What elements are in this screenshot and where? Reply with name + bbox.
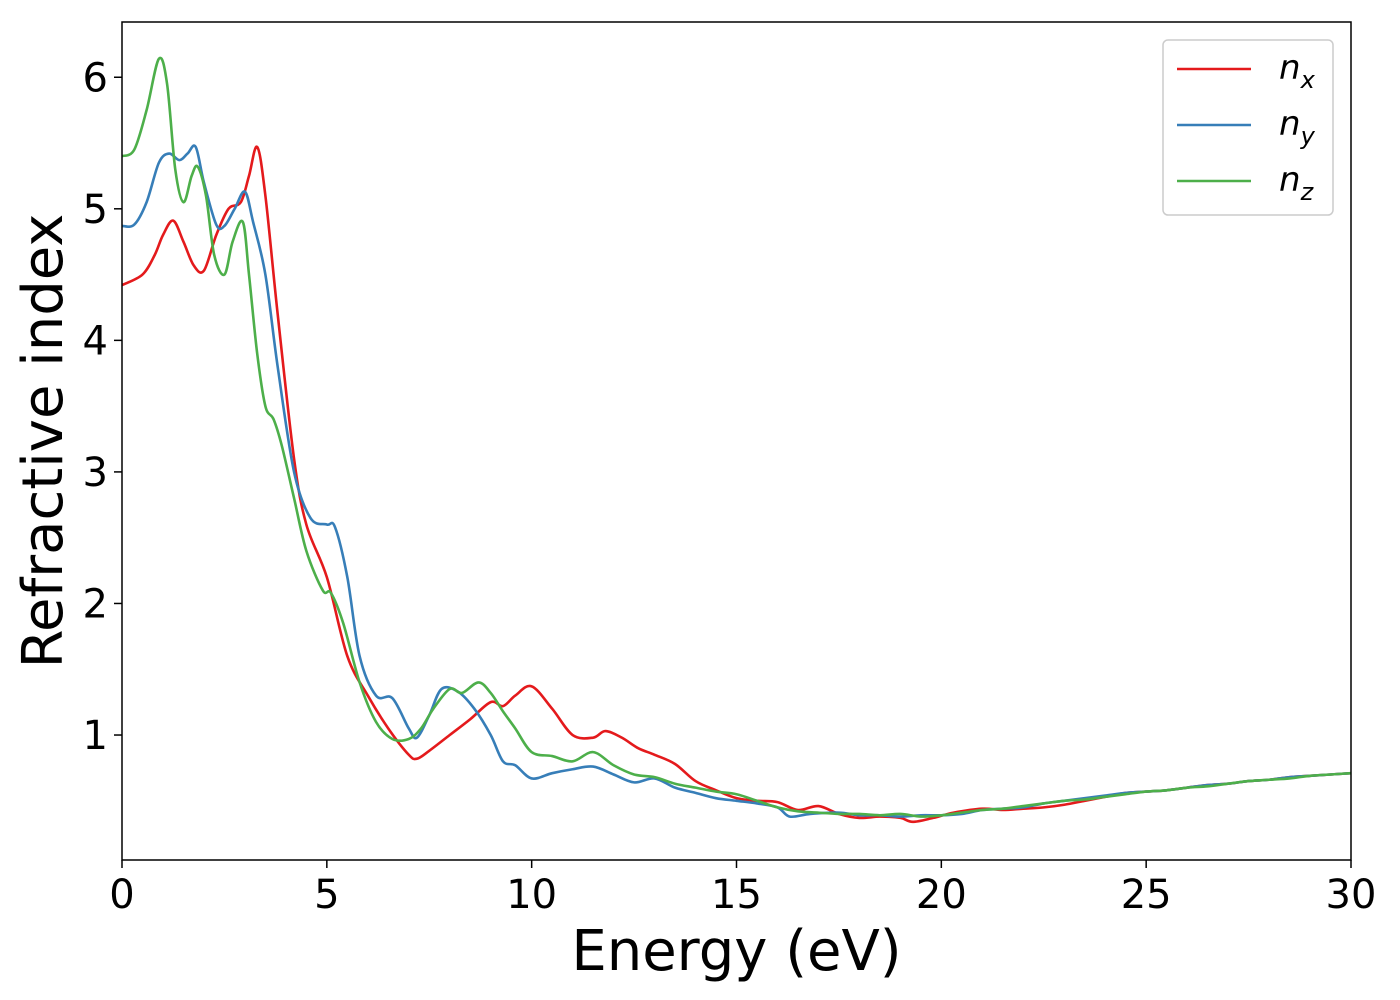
- y-tick-label: 6: [83, 55, 108, 101]
- y-axis-title: Refractive index: [11, 214, 76, 669]
- legend-label: ny: [1279, 104, 1316, 150]
- series-line-n-y: [122, 144, 1351, 819]
- x-tick-label: 25: [1121, 872, 1172, 918]
- x-tick-label: 20: [916, 872, 967, 918]
- ticks-layer: 0 5 10 15 20 25 30 1 2 3 4 5 6: [83, 55, 1377, 918]
- y-tick-label: 3: [83, 450, 108, 496]
- x-tick-label: 30: [1326, 872, 1377, 918]
- x-tick-label: 5: [314, 872, 339, 918]
- y-tick-label: 1: [83, 713, 108, 759]
- series-line-n-x: [122, 145, 1351, 824]
- legend-label: nz: [1279, 160, 1315, 206]
- y-tick-label: 2: [83, 581, 108, 627]
- series-line-n-z: [122, 56, 1351, 818]
- y-tick-label: 4: [83, 318, 108, 364]
- y-tick-label: 5: [83, 187, 108, 233]
- legend-box: [1162, 39, 1334, 216]
- legend-label: nx: [1279, 48, 1316, 94]
- x-axis-title: Energy (eV): [571, 919, 901, 984]
- x-tick-label: 10: [506, 872, 557, 918]
- legend: nx ny nz: [1162, 39, 1334, 216]
- series-layer: [122, 56, 1351, 824]
- x-tick-label: 0: [109, 872, 134, 918]
- x-tick-label: 15: [711, 872, 762, 918]
